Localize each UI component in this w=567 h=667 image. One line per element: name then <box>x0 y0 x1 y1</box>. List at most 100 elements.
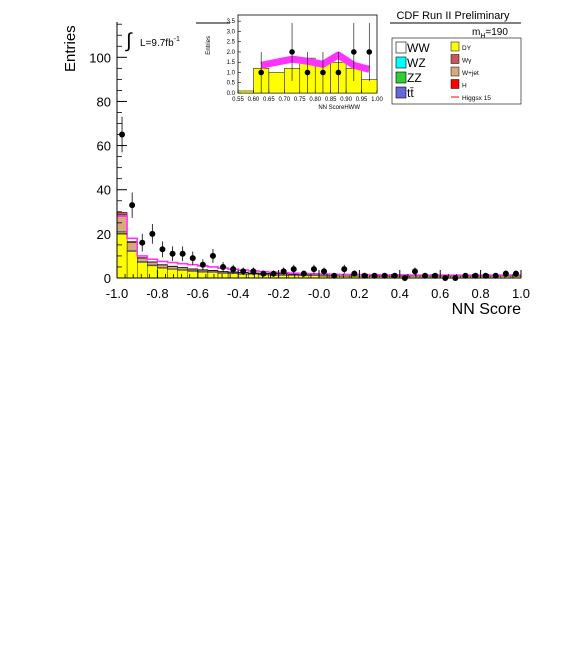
data-point <box>512 270 519 277</box>
inset-x-axis-ticks: 0.55 0.60 0.65 0.70 0.75 0.80 0.85 0.90 0.95 1.00 <box>232 90 383 103</box>
inset-data-point <box>289 49 295 55</box>
x-axis-ticks: -1.0 -0.8 -0.6 -0.4 -0.2 -0.0 0.2 0.4 0.6 0.8 1.0 <box>106 270 530 301</box>
inset-y-tick-label: 0.5 <box>227 81 236 87</box>
inset-y-tick-label: 2.5 <box>227 40 236 46</box>
data-point <box>310 266 317 273</box>
main-plot: -1.0 -0.8 -0.6 -0.4 -0.2 -0.0 0.2 0.4 0.6 0.8 1.0 … <box>62 22 530 318</box>
bar-dy-6 <box>177 270 188 279</box>
inset-y-tick-label: 1.5 <box>227 60 236 66</box>
data-point <box>230 266 237 273</box>
x-axis-label: NN Score <box>452 301 521 318</box>
bar-w-jet-6 <box>177 267 188 270</box>
x-tick-label: -0.6 <box>187 286 209 301</box>
x-tick-label: 1.0 <box>512 286 530 301</box>
legend-swatch <box>450 41 460 52</box>
y-tick-label: 80 <box>97 94 111 109</box>
bar-w-jet-3 <box>147 262 158 266</box>
inset-y-tick-label: 2.0 <box>227 50 236 56</box>
data-point <box>472 272 479 279</box>
data-point <box>482 272 489 279</box>
bar-dy-4 <box>157 267 168 279</box>
inset-y-axis-ticks: 0.0 0.5 1.0 1.5 2.0 2.5 3.0 3.5 <box>227 19 241 97</box>
data-point <box>270 270 277 277</box>
inset-data-point <box>258 69 264 76</box>
bar-dy-3 <box>147 265 158 279</box>
x-tick-label: -1.0 <box>106 286 128 301</box>
data-point <box>411 268 418 275</box>
inset-x-tick-label: 0.75 <box>294 97 306 103</box>
legend-label: W+jet <box>462 70 479 77</box>
bar-dy-8 <box>197 271 209 279</box>
data-point <box>250 268 257 275</box>
data-point <box>351 270 358 277</box>
legend-label: Higgsx 15 <box>462 95 491 102</box>
bar-dy-7 <box>187 271 198 279</box>
y-axis-ticks: 0 20 40 60 80 100 <box>89 23 127 286</box>
data-point <box>189 255 196 262</box>
x-tick-label: 0.4 <box>391 286 409 301</box>
data-point <box>381 272 388 279</box>
legend-swatch <box>395 41 407 54</box>
inset-signal-band <box>260 51 371 73</box>
inset-x-tick-label: 0.85 <box>325 97 337 103</box>
x-tick-label: -0.0 <box>308 286 330 301</box>
bar-w-jet-4 <box>157 264 168 268</box>
data-point <box>119 131 126 138</box>
inset-x-tick-label: 1.00 <box>371 97 383 103</box>
inset-y-tick-label: 0.0 <box>227 91 236 97</box>
bar-dy-9 <box>207 272 219 279</box>
inset-bar <box>268 72 285 94</box>
data-point <box>139 239 146 246</box>
legend-swatch <box>450 54 460 64</box>
x-tick-label: -0.8 <box>146 286 168 301</box>
y-tick-label: 100 <box>89 50 111 65</box>
data-point <box>502 270 509 277</box>
bar-dy-5 <box>167 268 178 279</box>
legend-swatch <box>395 56 407 69</box>
inset-data-point <box>351 49 357 55</box>
bar-dy-10 <box>217 273 229 279</box>
data-point <box>199 261 206 268</box>
inset-x-tick-label: 0.55 <box>232 97 244 103</box>
inset-x-tick-label: 0.65 <box>263 97 275 103</box>
y-tick-label: 0 <box>104 271 111 286</box>
bar-wgamma-3 <box>147 261 158 263</box>
bar-dy-11 <box>227 273 239 279</box>
data-point <box>149 230 156 237</box>
inset-data-points <box>258 22 373 93</box>
legend-label: DY <box>462 45 472 52</box>
inset-x-tick-label: 0.60 <box>248 97 260 103</box>
data-point <box>321 268 328 275</box>
inset-plot: 0.55 0.60 0.65 0.70 0.75 0.80 0.85 0.90 0.95 1.00… <box>206 14 383 111</box>
data-point <box>432 272 439 279</box>
inset-y-tick-label: 3.0 <box>227 29 236 35</box>
inset-bar <box>237 90 254 94</box>
inset-x-tick-label: 0.70 <box>278 97 290 103</box>
stacked-background-histogram <box>116 212 522 279</box>
bar-dy-0 <box>116 232 128 279</box>
inset-y-tick-label: 1.0 <box>227 70 236 76</box>
data-point <box>169 250 176 257</box>
legend-label: Wγ <box>462 58 472 65</box>
data-point <box>179 250 186 257</box>
data-point <box>240 268 247 275</box>
bar-dy-2 <box>136 262 148 279</box>
y-tick-label: 60 <box>97 139 111 154</box>
data-point <box>129 202 136 209</box>
legend-swatch <box>450 79 460 89</box>
luminosity-label: L=9.7fb-1 <box>140 36 180 49</box>
data-point <box>361 272 368 279</box>
bar-w-jet-5 <box>167 266 178 269</box>
bar-wgamma-0 <box>116 212 128 216</box>
data-point <box>371 272 378 279</box>
inset-data-point <box>320 69 326 76</box>
data-point <box>422 272 429 279</box>
data-point <box>331 272 338 279</box>
data-point <box>341 266 348 273</box>
data-point <box>462 272 469 279</box>
x-tick-label: 0.2 <box>350 286 368 301</box>
data-point <box>260 270 267 277</box>
data-point <box>492 272 499 279</box>
